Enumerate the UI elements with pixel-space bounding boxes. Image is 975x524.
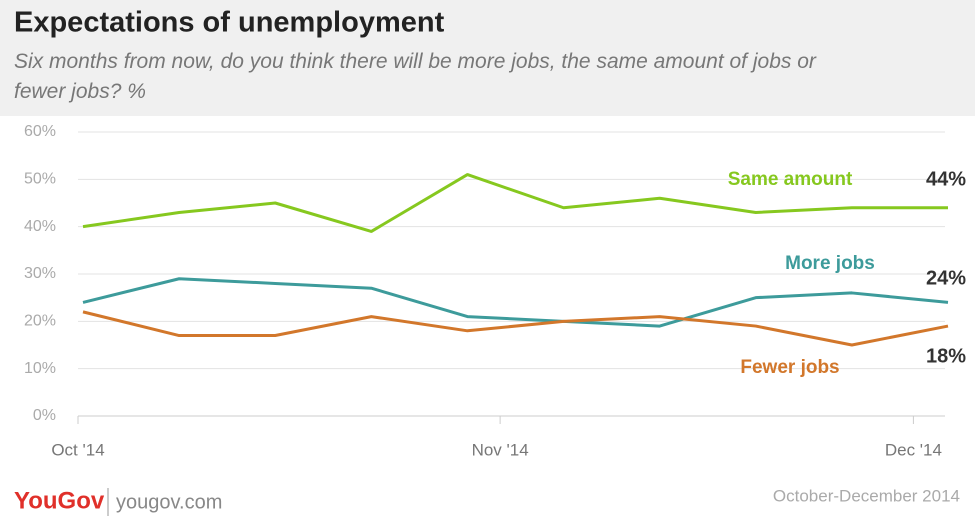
y-tick-label: 50% <box>24 171 56 188</box>
series-label: Fewer jobs <box>740 357 839 378</box>
value-label: 24% <box>926 267 966 289</box>
x-tick-label: Dec '14 <box>885 440 942 459</box>
source: October-December 2014 <box>773 486 960 505</box>
y-tick-label: 40% <box>24 218 56 235</box>
y-tick-label: 0% <box>33 407 56 424</box>
y-tick-label: 10% <box>24 360 56 377</box>
series-label: More jobs <box>785 253 875 274</box>
x-tick-label: Nov '14 <box>472 440 529 459</box>
header-bg <box>0 0 975 116</box>
chart-subtitle: Six months from now, do you think there … <box>14 50 817 103</box>
series-line <box>82 310 949 347</box>
series-line <box>82 173 948 233</box>
value-label: 18% <box>926 345 966 367</box>
value-label: 44% <box>926 168 966 190</box>
y-tick-label: 60% <box>24 123 56 140</box>
y-tick-label: 20% <box>24 313 56 330</box>
y-tick-label: 30% <box>24 265 56 282</box>
chart-title: Expectations of unemployment <box>14 7 445 39</box>
website: yougov.com <box>116 491 222 513</box>
brand: YouGov <box>14 487 105 514</box>
series-label: Same amount <box>728 169 853 190</box>
series-line <box>82 277 949 328</box>
x-tick-label: Oct '14 <box>51 440 104 459</box>
